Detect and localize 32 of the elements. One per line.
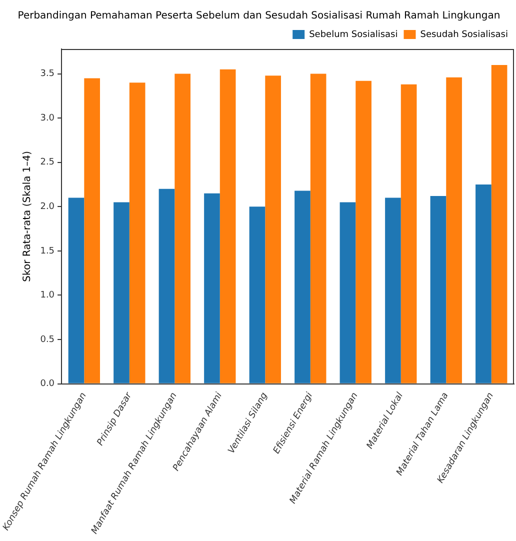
bar — [340, 202, 356, 384]
bar — [356, 80, 372, 384]
bar — [491, 64, 508, 384]
bar — [129, 82, 146, 384]
bar — [446, 77, 462, 384]
y-tick-label: 0.5 — [40, 334, 55, 345]
y-tick-label: 2.0 — [40, 202, 55, 212]
bar — [265, 76, 281, 384]
y-tick-label: 1.0 — [40, 290, 55, 301]
y-tick-label: 3.0 — [40, 113, 55, 124]
bar — [114, 202, 130, 384]
y-tick-label: 0.0 — [40, 379, 55, 390]
bar — [400, 84, 417, 384]
y-tick-label: 1.5 — [40, 246, 55, 256]
bar — [68, 198, 84, 384]
bar — [385, 198, 401, 384]
bar — [430, 196, 446, 384]
bar — [249, 206, 266, 384]
chart-title: Perbandingan Pemahaman Peserta Sebelum dan Sesudah Sosialisasi Rumah Ramah Lingkungan — [18, 10, 500, 22]
bar — [204, 193, 220, 384]
bar — [84, 78, 100, 384]
bar — [174, 74, 190, 384]
y-axis-title: Skor Rata-rata (Skala 1–4) — [22, 150, 33, 282]
bar — [294, 190, 310, 384]
bar — [310, 74, 326, 384]
legend-label: Sebelum Sosialisasi — [309, 30, 398, 40]
y-tick-label: 3.5 — [40, 69, 55, 80]
bar — [476, 184, 492, 384]
y-tick-label: 2.5 — [40, 158, 55, 168]
bar — [220, 69, 236, 384]
bar — [158, 188, 175, 384]
legend-label: Sesudah Sosialisasi — [420, 30, 508, 40]
